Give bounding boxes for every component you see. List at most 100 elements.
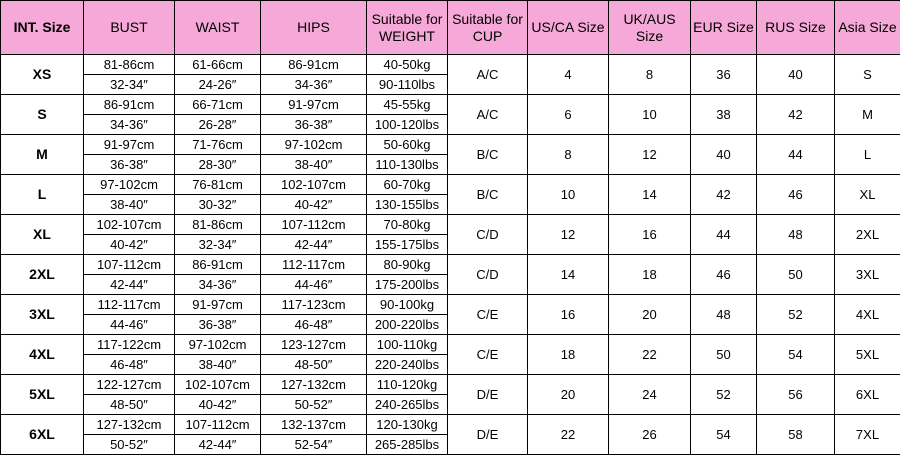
- uk-cell: 18: [608, 254, 691, 295]
- cup-cell: A/C: [447, 54, 528, 95]
- uk-cell: 12: [608, 134, 691, 175]
- weight-in-cell: 90-110lbs: [366, 74, 448, 95]
- us-cell: 8: [527, 134, 609, 175]
- weight-cm-cell: 80-90kg: [366, 254, 448, 275]
- header-cell: UK/AUS Size: [608, 0, 691, 55]
- hips-cm-cell: 102-107cm: [260, 174, 367, 195]
- size-cell: 2XL: [0, 254, 84, 295]
- weight-cm-cell: 45-55kg: [366, 94, 448, 115]
- uk-cell: 20: [608, 294, 691, 335]
- bust-cm-cell: 86-91cm: [83, 94, 175, 115]
- weight-cm-cell: 100-110kg: [366, 334, 448, 355]
- hips-in-cell: 42-44″: [260, 234, 367, 255]
- hips-cm-cell: 107-112cm: [260, 214, 367, 235]
- asia-cell: 7XL: [834, 414, 900, 455]
- asia-cell: 5XL: [834, 334, 900, 375]
- eur-cell: 40: [690, 134, 757, 175]
- waist-in-cell: 24-26″: [174, 74, 261, 95]
- hips-in-cell: 36-38″: [260, 114, 367, 135]
- rus-cell: 58: [756, 414, 835, 455]
- size-cell: XS: [0, 54, 84, 95]
- size-row-top: 4XL 117-122cm 97-102cm 123-127cm 100-110kg C/…: [0, 334, 900, 375]
- hips-cm-cell: 117-123cm: [260, 294, 367, 315]
- waist-in-cell: 40-42″: [174, 394, 261, 415]
- size-cell: M: [0, 134, 84, 175]
- cup-cell: B/C: [447, 134, 528, 175]
- us-cell: 18: [527, 334, 609, 375]
- rus-cell: 46: [756, 174, 835, 215]
- waist-in-cell: 32-34″: [174, 234, 261, 255]
- hips-in-cell: 48-50″: [260, 354, 367, 375]
- rus-cell: 54: [756, 334, 835, 375]
- waist-cm-cell: 76-81cm: [174, 174, 261, 195]
- eur-cell: 46: [690, 254, 757, 295]
- header-cell: EUR Size: [690, 0, 757, 55]
- hips-cm-cell: 86-91cm: [260, 54, 367, 75]
- bust-cm-cell: 102-107cm: [83, 214, 175, 235]
- bust-cm-cell: 112-117cm: [83, 294, 175, 315]
- cup-cell: A/C: [447, 94, 528, 135]
- weight-cm-cell: 110-120kg: [366, 374, 448, 395]
- asia-cell: 3XL: [834, 254, 900, 295]
- asia-cell: 6XL: [834, 374, 900, 415]
- uk-cell: 22: [608, 334, 691, 375]
- bust-in-cell: 44-46″: [83, 314, 175, 335]
- asia-cell: M: [834, 94, 900, 135]
- cup-cell: D/E: [447, 374, 528, 415]
- header-cell: BUST: [83, 0, 175, 55]
- asia-cell: L: [834, 134, 900, 175]
- bust-in-cell: 34-36″: [83, 114, 175, 135]
- cup-cell: C/D: [447, 214, 528, 255]
- us-cell: 4: [527, 54, 609, 95]
- header-cell: HIPS: [260, 0, 367, 55]
- uk-cell: 8: [608, 54, 691, 95]
- waist-cm-cell: 102-107cm: [174, 374, 261, 395]
- weight-cm-cell: 70-80kg: [366, 214, 448, 235]
- header-cell: INT. Size: [0, 0, 84, 55]
- hips-cm-cell: 91-97cm: [260, 94, 367, 115]
- size-row-top: 6XL 127-132cm 107-112cm 132-137cm 120-130kg D…: [0, 414, 900, 455]
- bust-in-cell: 40-42″: [83, 234, 175, 255]
- asia-cell: 2XL: [834, 214, 900, 255]
- size-row-bottom: 44-46″ 36-38″ 46-48″ 200-220lbs: [1, 314, 900, 335]
- hips-in-cell: 46-48″: [260, 314, 367, 335]
- header-cell: Suitable for WEIGHT: [366, 0, 448, 55]
- waist-in-cell: 36-38″: [174, 314, 261, 335]
- cup-cell: C/E: [447, 294, 528, 335]
- bust-in-cell: 36-38″: [83, 154, 175, 175]
- size-row-top: 5XL 122-127cm 102-107cm 127-132cm 110-120kg D…: [0, 374, 900, 415]
- waist-in-cell: 42-44″: [174, 434, 261, 455]
- us-cell: 16: [527, 294, 609, 335]
- uk-cell: 14: [608, 174, 691, 215]
- eur-cell: 48: [690, 294, 757, 335]
- waist-in-cell: 34-36″: [174, 274, 261, 295]
- rus-cell: 52: [756, 294, 835, 335]
- us-cell: 14: [527, 254, 609, 295]
- waist-cm-cell: 86-91cm: [174, 254, 261, 275]
- eur-cell: 52: [690, 374, 757, 415]
- weight-in-cell: 240-265lbs: [366, 394, 448, 415]
- waist-in-cell: 26-28″: [174, 114, 261, 135]
- waist-cm-cell: 61-66cm: [174, 54, 261, 75]
- bust-in-cell: 38-40″: [83, 194, 175, 215]
- size-row-top: M 91-97cm 71-76cm 97-102cm 50-60kg B/C 8 12 40 44…: [0, 134, 900, 175]
- hips-in-cell: 38-40″: [260, 154, 367, 175]
- size-row-top: 3XL 112-117cm 91-97cm 117-123cm 90-100kg C/E 1…: [0, 294, 900, 335]
- size-cell: L: [0, 174, 84, 215]
- eur-cell: 38: [690, 94, 757, 135]
- size-cell: 5XL: [0, 374, 84, 415]
- size-row-top: 2XL 107-112cm 86-91cm 112-117cm 80-90kg C/D 14…: [0, 254, 900, 295]
- size-cell: XL: [0, 214, 84, 255]
- hips-cm-cell: 112-117cm: [260, 254, 367, 275]
- size-row-bottom: 50-52″ 42-44″ 52-54″ 265-285lbs: [1, 434, 900, 455]
- asia-cell: S: [834, 54, 900, 95]
- size-row-top: XS 81-86cm 61-66cm 86-91cm 40-50kg A/C 4 8 36 40 S: [0, 54, 900, 95]
- weight-in-cell: 175-200lbs: [366, 274, 448, 295]
- hips-cm-cell: 97-102cm: [260, 134, 367, 155]
- waist-cm-cell: 97-102cm: [174, 334, 261, 355]
- weight-in-cell: 130-155lbs: [366, 194, 448, 215]
- asia-cell: 4XL: [834, 294, 900, 335]
- weight-cm-cell: 50-60kg: [366, 134, 448, 155]
- eur-cell: 42: [690, 174, 757, 215]
- rus-cell: 48: [756, 214, 835, 255]
